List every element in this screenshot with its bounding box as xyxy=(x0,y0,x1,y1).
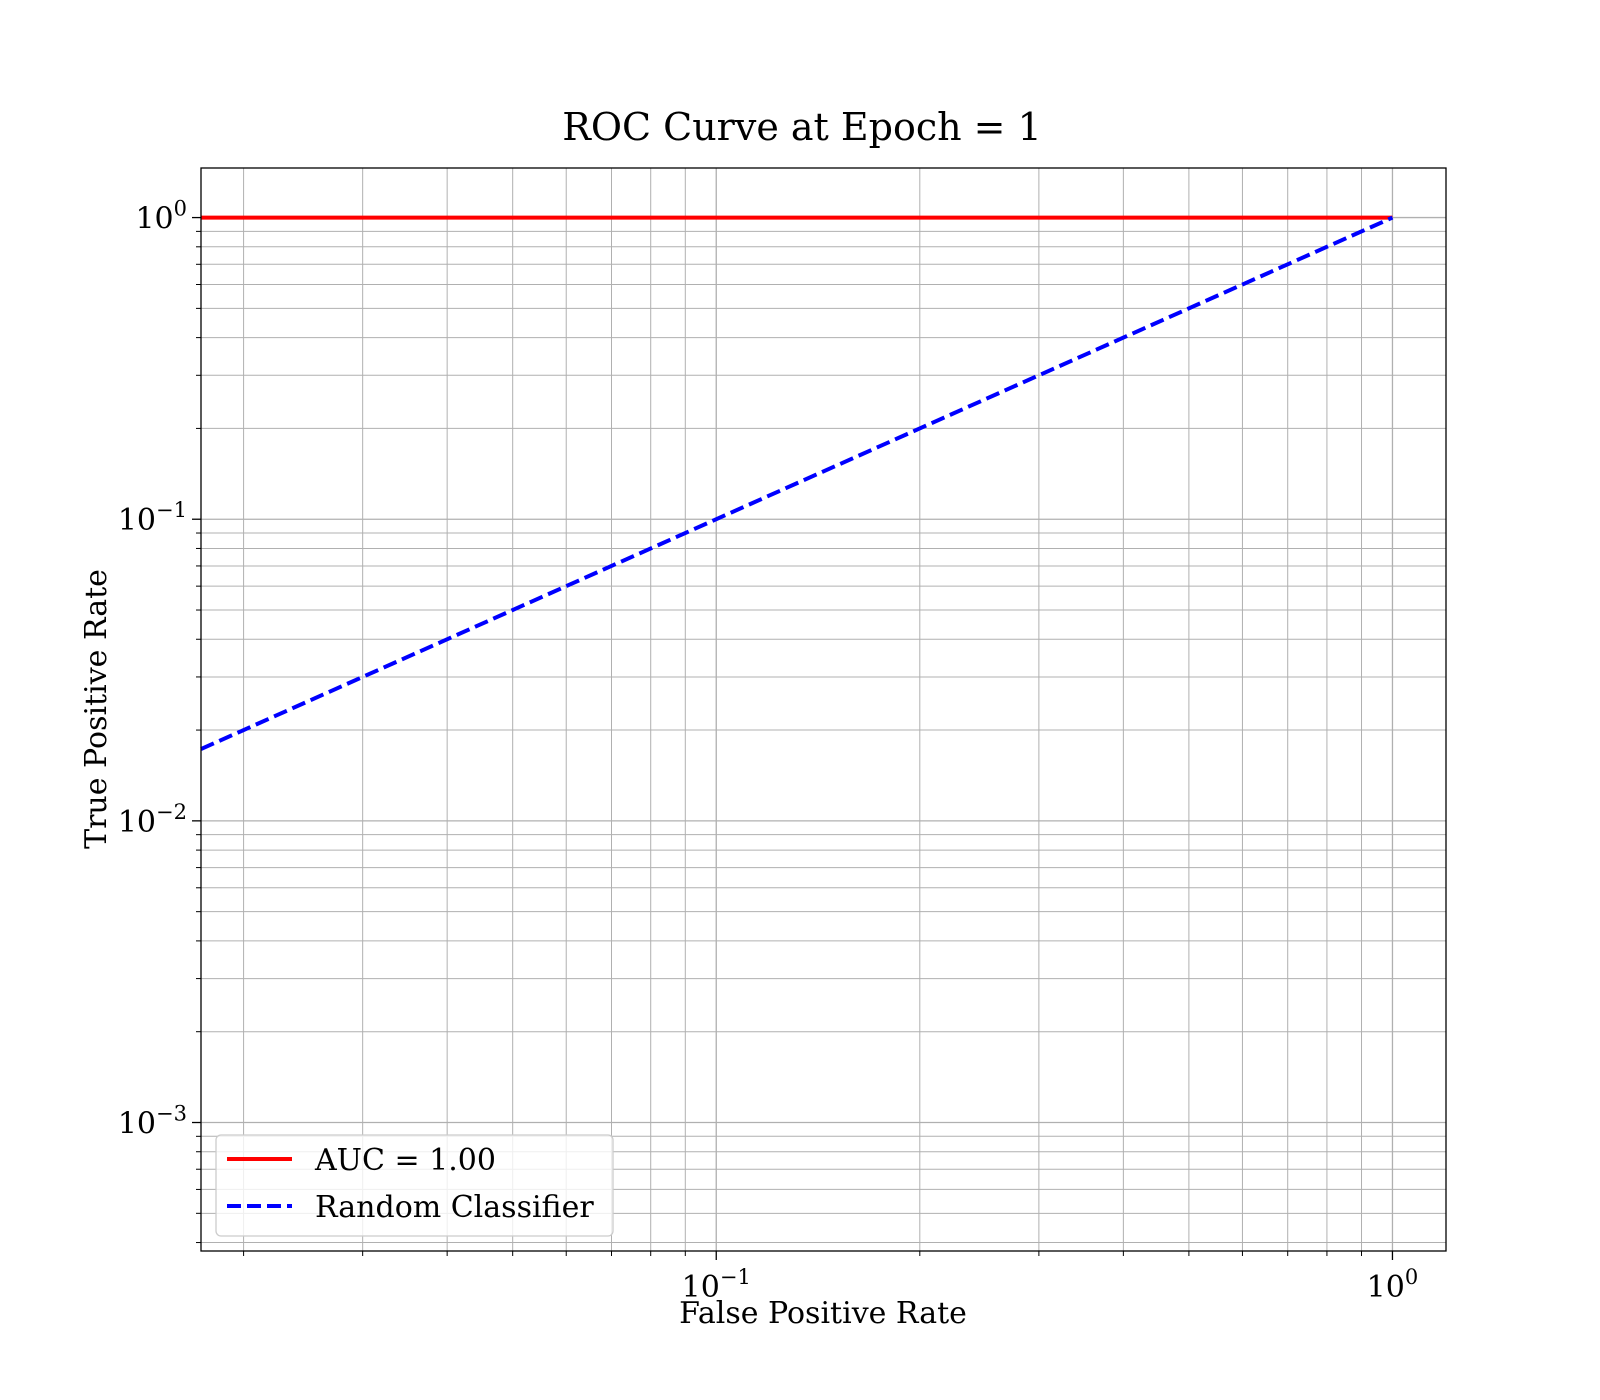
x-tick-labels: 10−1 100 xyxy=(682,1265,1419,1305)
series-layer xyxy=(200,215,1394,751)
y-tick-labels: 100 10−1 10−2 10−3 xyxy=(118,197,187,1142)
x-tick-label: 100 xyxy=(1367,1265,1419,1305)
legend: AUC = 1.00 Random Classifier xyxy=(215,1134,614,1237)
chart-title: ROC Curve at Epoch = 1 xyxy=(562,105,1042,149)
y-tick-label: 10−1 xyxy=(118,498,187,538)
minor-grid xyxy=(201,168,1446,1251)
series-line-random-classifier xyxy=(200,215,1394,751)
y-tick-label: 100 xyxy=(135,197,187,237)
plot-frame xyxy=(200,167,1447,1252)
y-tick-label: 10−3 xyxy=(118,1102,187,1142)
legend-label-auc: AUC = 1.00 xyxy=(314,1143,496,1178)
y-tick-label: 10−2 xyxy=(118,800,187,840)
legend-box xyxy=(215,1134,614,1237)
y-axis-label: True Positive Rate xyxy=(79,569,114,849)
legend-label-random: Random Classifier xyxy=(315,1190,594,1225)
x-axis-label: False Positive Rate xyxy=(679,1296,967,1331)
tick-marks xyxy=(192,216,1394,1260)
x-tick-label: 10−1 xyxy=(682,1265,751,1305)
